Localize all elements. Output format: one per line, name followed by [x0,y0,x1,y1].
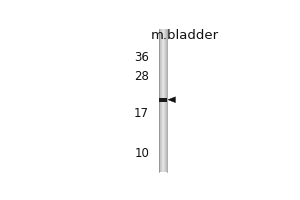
Text: 36: 36 [134,51,149,64]
Text: m.bladder: m.bladder [151,29,219,42]
Text: 17: 17 [134,107,149,120]
Polygon shape [168,97,176,103]
Text: 28: 28 [134,70,149,83]
Text: 10: 10 [134,147,149,160]
Bar [159,98,167,102]
